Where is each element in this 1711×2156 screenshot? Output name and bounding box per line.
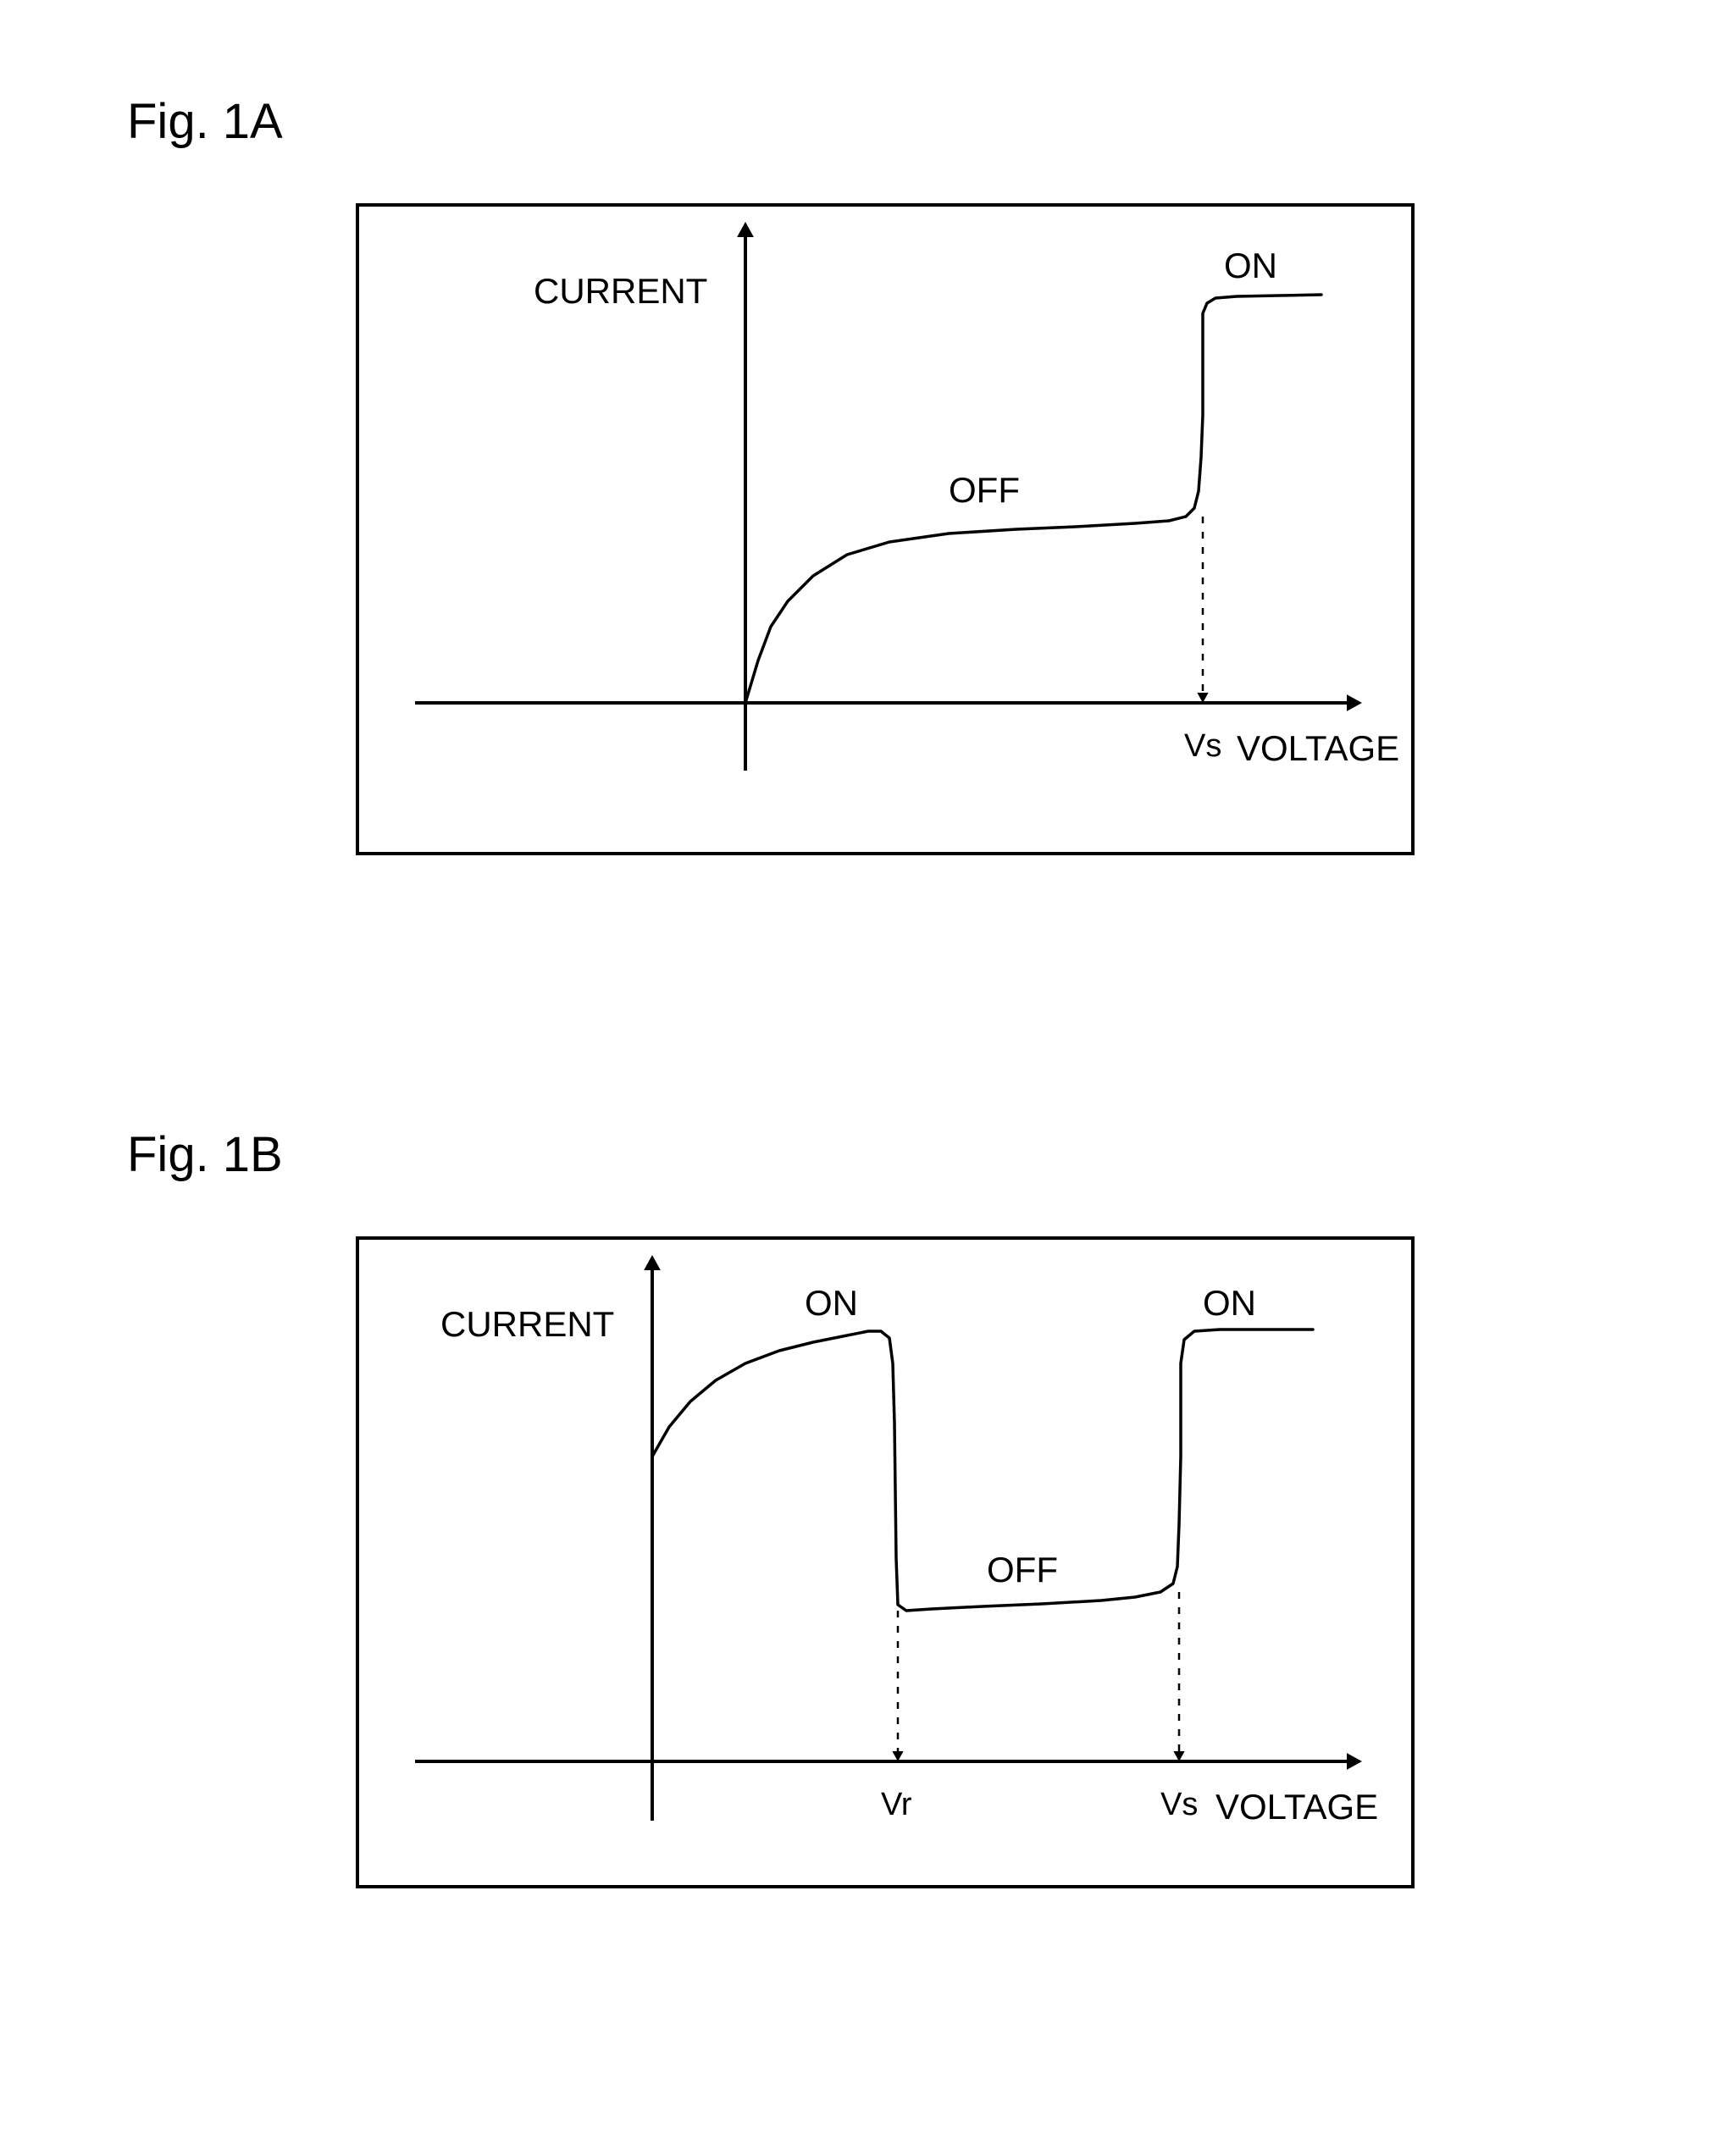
- fig1a-off-label: OFF: [949, 470, 1020, 511]
- fig1b-label: Fig. 1B: [127, 1126, 283, 1183]
- fig1b-off-label: OFF: [987, 1550, 1058, 1590]
- fig1a-xlabel: VOLTAGE: [1237, 728, 1399, 769]
- fig1a-chart: CURRENT VOLTAGE ON OFF Vs: [356, 203, 1415, 855]
- fig1b-vr-label: Vr: [881, 1787, 912, 1823]
- fig1b-on2-label: ON: [1203, 1283, 1256, 1324]
- fig1b-on1-label: ON: [805, 1283, 858, 1324]
- fig1a-ylabel: CURRENT: [534, 271, 707, 312]
- fig1a-label: Fig. 1A: [127, 93, 283, 150]
- fig1b-vs-label: Vs: [1160, 1787, 1198, 1823]
- fig1b-xlabel: VOLTAGE: [1215, 1787, 1378, 1827]
- fig1b-chart: CURRENT VOLTAGE ON ON OFF Vr Vs: [356, 1236, 1415, 1888]
- fig1b-ylabel: CURRENT: [440, 1304, 614, 1345]
- fig1a-vs-label: Vs: [1184, 728, 1221, 765]
- fig1a-on-label: ON: [1224, 246, 1277, 286]
